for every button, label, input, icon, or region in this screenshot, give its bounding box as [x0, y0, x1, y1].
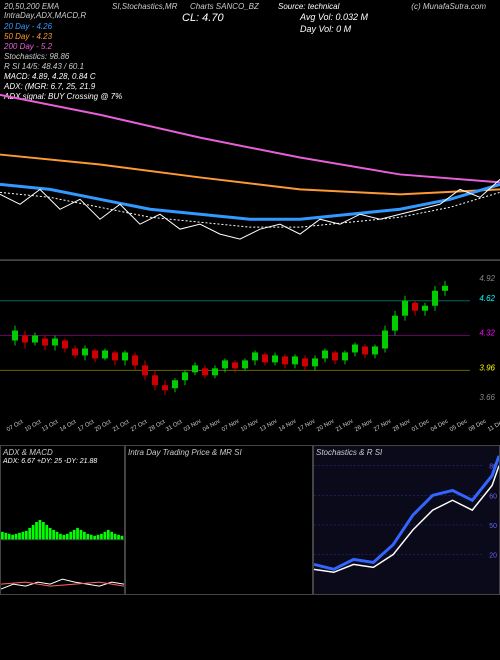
title-ind: SI,Stochastics,MR	[112, 2, 182, 20]
ema200: 200 Day - 5.2	[4, 42, 496, 52]
stoch-title: Stochastics & R SI	[316, 448, 382, 457]
adx-title: ADX & MACD	[3, 448, 53, 457]
date-axis: 07 Oct10 Oct13 Oct14 Oct17 Oct20 Oct21 O…	[0, 425, 500, 445]
svg-text:3.96: 3.96	[479, 363, 495, 372]
svg-text:60: 60	[489, 493, 497, 500]
close-price: CL: 4.70	[182, 12, 224, 24]
intraday-panel: Intra Day Trading Price & MR SI	[125, 445, 313, 595]
main-ma-chart	[0, 70, 500, 260]
adx-values: ADX: 6.67 +DY: 25 -DY: 21.88	[3, 458, 97, 465]
ema20: 20 Day - 4.26	[4, 22, 496, 32]
svg-text:4.92: 4.92	[479, 274, 495, 283]
svg-text:4.32: 4.32	[479, 329, 495, 338]
stochastics: Stochastics: 98.86	[4, 52, 496, 62]
svg-text:20: 20	[489, 553, 497, 560]
adx-macd-panel: ADX & MACD ADX: 6.67 +DY: 25 -DY: 21.88	[0, 445, 125, 595]
intra-title: Intra Day Trading Price & MR SI	[128, 448, 242, 457]
title-ema: 20,50,200 EMA IntraDay,ADX,MACD,R	[4, 2, 104, 20]
svg-text:50: 50	[489, 523, 497, 530]
ema50: 50 Day - 4.23	[4, 32, 496, 42]
chart-header: 20,50,200 EMA IntraDay,ADX,MACD,R SI,Sto…	[0, 0, 500, 70]
avg-vol: Avg Vol: 0.032 M	[300, 12, 368, 22]
day-vol: Day Vol: 0 M	[300, 24, 351, 34]
bottom-panels: ADX & MACD ADX: 6.67 +DY: 25 -DY: 21.88 …	[0, 445, 500, 595]
candlestick-chart: 4.92 4.62 4.32 3.96 3.66	[0, 260, 500, 425]
svg-text:3.66: 3.66	[479, 393, 495, 402]
svg-text:4.62: 4.62	[479, 294, 495, 303]
stochastics-panel: Stochastics & R SI 80605020	[313, 445, 500, 595]
credit: (c) MunafaSutra.com	[366, 2, 496, 20]
